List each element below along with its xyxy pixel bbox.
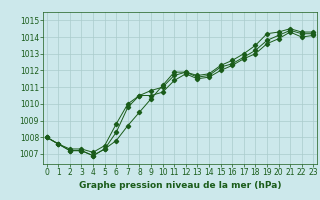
X-axis label: Graphe pression niveau de la mer (hPa): Graphe pression niveau de la mer (hPa) [79, 181, 281, 190]
